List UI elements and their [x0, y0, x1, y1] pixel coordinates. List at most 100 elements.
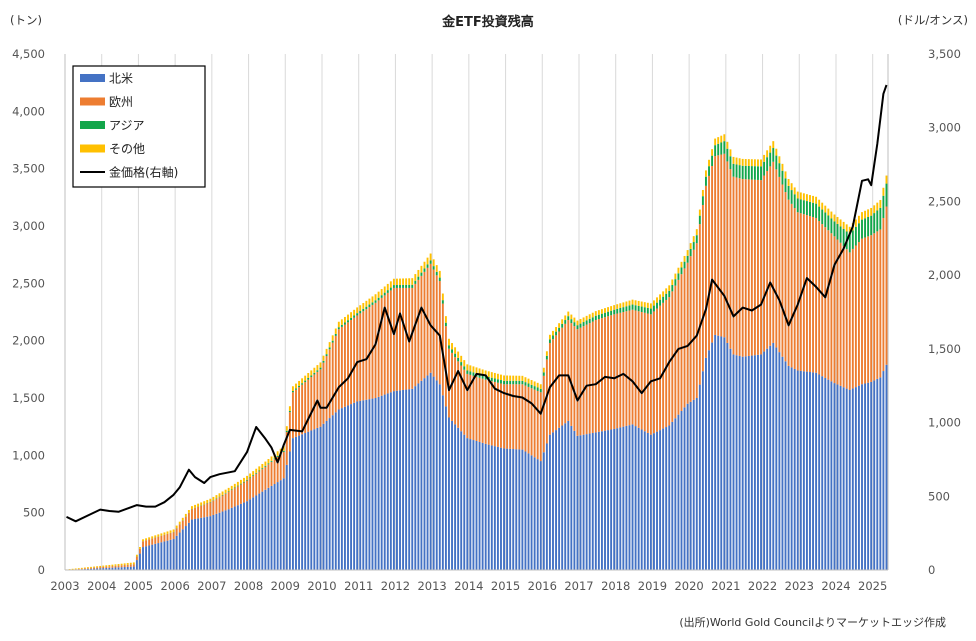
bar-segment: [690, 249, 692, 256]
x-tick-label: 2021: [711, 579, 740, 593]
bar-segment: [497, 447, 499, 570]
bar-segment: [378, 292, 380, 298]
x-tick-label: 2016: [528, 579, 557, 593]
bar-segment: [564, 315, 566, 320]
bar-segment: [882, 371, 884, 570]
bar-segment: [757, 166, 759, 180]
bar-segment: [264, 462, 266, 466]
bar-segment: [635, 305, 637, 310]
bar-segment: [87, 568, 89, 569]
bar-segment: [283, 451, 285, 452]
bar-segment: [665, 294, 667, 300]
bar-segment: [277, 482, 279, 570]
bar-segment: [188, 513, 190, 523]
bar-segment: [393, 391, 395, 570]
bar-segment: [228, 491, 230, 492]
bar-segment: [243, 503, 245, 570]
bar-segment: [843, 229, 845, 246]
bar-segment: [546, 351, 548, 356]
bar-segment: [402, 285, 404, 288]
bar-segment: [525, 452, 527, 570]
bar-segment: [78, 568, 80, 569]
bar-segment: [329, 349, 331, 418]
bar-segment: [512, 376, 514, 381]
bar-segment: [90, 568, 92, 569]
bar-segment: [699, 210, 701, 216]
bar-segment: [84, 568, 86, 569]
bar-segment: [335, 334, 337, 336]
bar-segment: [372, 302, 374, 305]
bar-segment: [384, 293, 386, 296]
bar-segment: [102, 566, 104, 567]
bar-segment: [353, 403, 355, 570]
bar-segment: [864, 383, 866, 570]
bar-segment: [203, 505, 205, 518]
bar-segment: [766, 171, 768, 349]
bar-segment: [222, 491, 224, 494]
bar-segment: [687, 250, 689, 256]
bar-segment: [329, 342, 331, 347]
bar-segment: [154, 535, 156, 537]
bar-segment: [580, 328, 582, 436]
bar-segment: [243, 482, 245, 483]
x-tick-label: 2011: [344, 579, 373, 593]
bar-segment: [249, 474, 251, 478]
bar-segment: [549, 335, 551, 340]
bar-segment: [671, 279, 673, 284]
x-tick-label: 2004: [87, 579, 116, 593]
bar-segment: [93, 568, 95, 569]
bar-segment: [736, 164, 738, 177]
bar-segment: [873, 213, 875, 233]
bar-segment: [638, 301, 640, 306]
bar-segment: [552, 432, 554, 570]
bar-segment: [546, 356, 548, 360]
bar-segment: [246, 501, 248, 570]
bar-segment: [733, 157, 735, 164]
bar-segment: [748, 356, 750, 570]
bar-segment: [151, 539, 153, 545]
bar-segment: [702, 196, 704, 205]
bar-segment: [497, 379, 499, 382]
bar-segment: [763, 176, 765, 352]
bar-segment: [136, 560, 138, 570]
bar-segment: [350, 404, 352, 570]
bar-segment: [249, 477, 251, 478]
bar-segment: [782, 357, 784, 570]
bar-segment: [629, 425, 631, 570]
bar-segment: [448, 417, 450, 570]
bar-segment: [886, 176, 888, 184]
bar-segment: [625, 301, 627, 306]
bar-segment: [157, 543, 159, 570]
bar-segment: [739, 165, 741, 178]
bar-segment: [277, 456, 279, 457]
bar-segment: [604, 317, 606, 431]
bar-segment: [775, 156, 777, 170]
bar-segment: [699, 385, 701, 570]
bar-segment: [861, 239, 863, 385]
bar-segment: [228, 509, 230, 570]
bar-segment: [616, 314, 618, 429]
bar-segment: [512, 384, 514, 449]
bar-segment: [307, 373, 309, 378]
bar-segment: [671, 422, 673, 570]
bar-segment: [433, 259, 435, 266]
bar-segment: [570, 319, 572, 323]
bar-segment: [368, 399, 370, 570]
bar-segment: [151, 545, 153, 570]
x-tick-label: 2019: [638, 579, 667, 593]
bar-segment: [821, 210, 823, 225]
bar-segment: [261, 492, 263, 570]
bar-segment: [705, 186, 707, 358]
bar-segment: [760, 166, 762, 180]
bar-segment: [268, 463, 270, 464]
bar-segment: [252, 471, 254, 475]
bar-segment: [466, 374, 468, 438]
bar-segment: [882, 196, 884, 218]
bar-segment: [785, 192, 787, 361]
bar-segment: [561, 328, 563, 426]
bar-segment: [742, 166, 744, 179]
bar-segment: [625, 311, 627, 426]
bar-segment: [476, 441, 478, 570]
bar-segment: [607, 430, 609, 570]
bar-segment: [760, 180, 762, 354]
